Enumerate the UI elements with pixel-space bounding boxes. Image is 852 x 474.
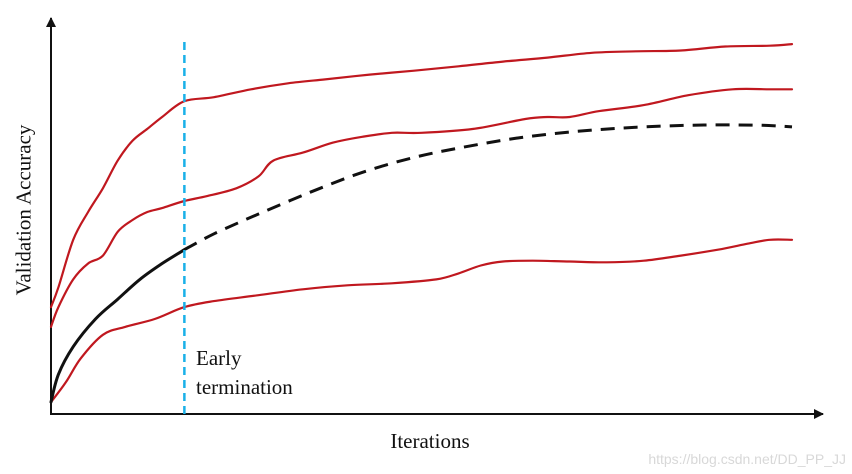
early-termination-annotation: Early termination [196,344,293,402]
series-line-3-solid-red [49,238,794,404]
series-line-1-solid-red [49,43,794,309]
series-line-4-solid-black [49,248,186,404]
annotation-line-2: termination [196,375,293,399]
x-axis-label: Iterations [390,429,470,453]
annotation-line-1: Early [196,346,242,370]
series-line-5-dashed-black [183,123,793,252]
y-axis-label: Validation Accuracy [11,124,36,296]
series-line-2-solid-red [49,87,794,328]
series-layer [49,43,794,404]
watermark-text: https://blog.csdn.net/DD_PP_JJ [648,451,846,467]
